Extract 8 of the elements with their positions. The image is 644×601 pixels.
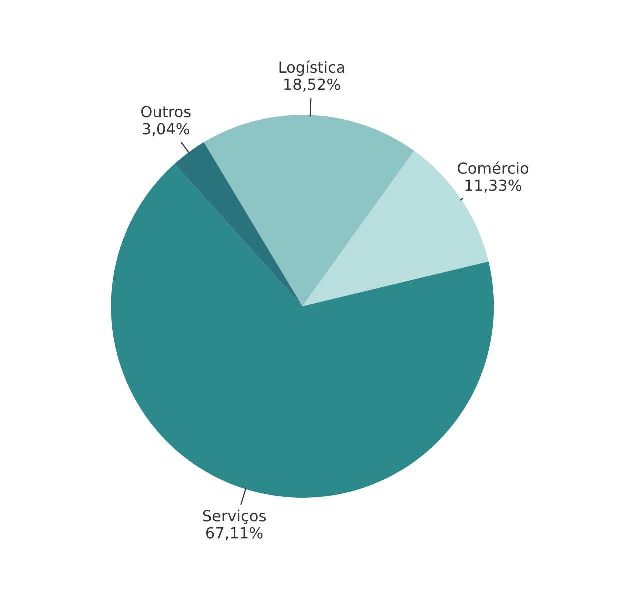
slice-label: Serviços	[203, 510, 266, 524]
data-label: 11,33%	[466, 180, 522, 193]
slice-label: Outros	[142, 106, 191, 118]
data-label: 67,11%	[206, 527, 263, 540]
data-label: 3,04%	[143, 123, 190, 136]
slice-label: Logística	[280, 60, 344, 76]
slice-label: Comércio	[458, 162, 529, 174]
data-label: 18,52%	[284, 78, 340, 92]
